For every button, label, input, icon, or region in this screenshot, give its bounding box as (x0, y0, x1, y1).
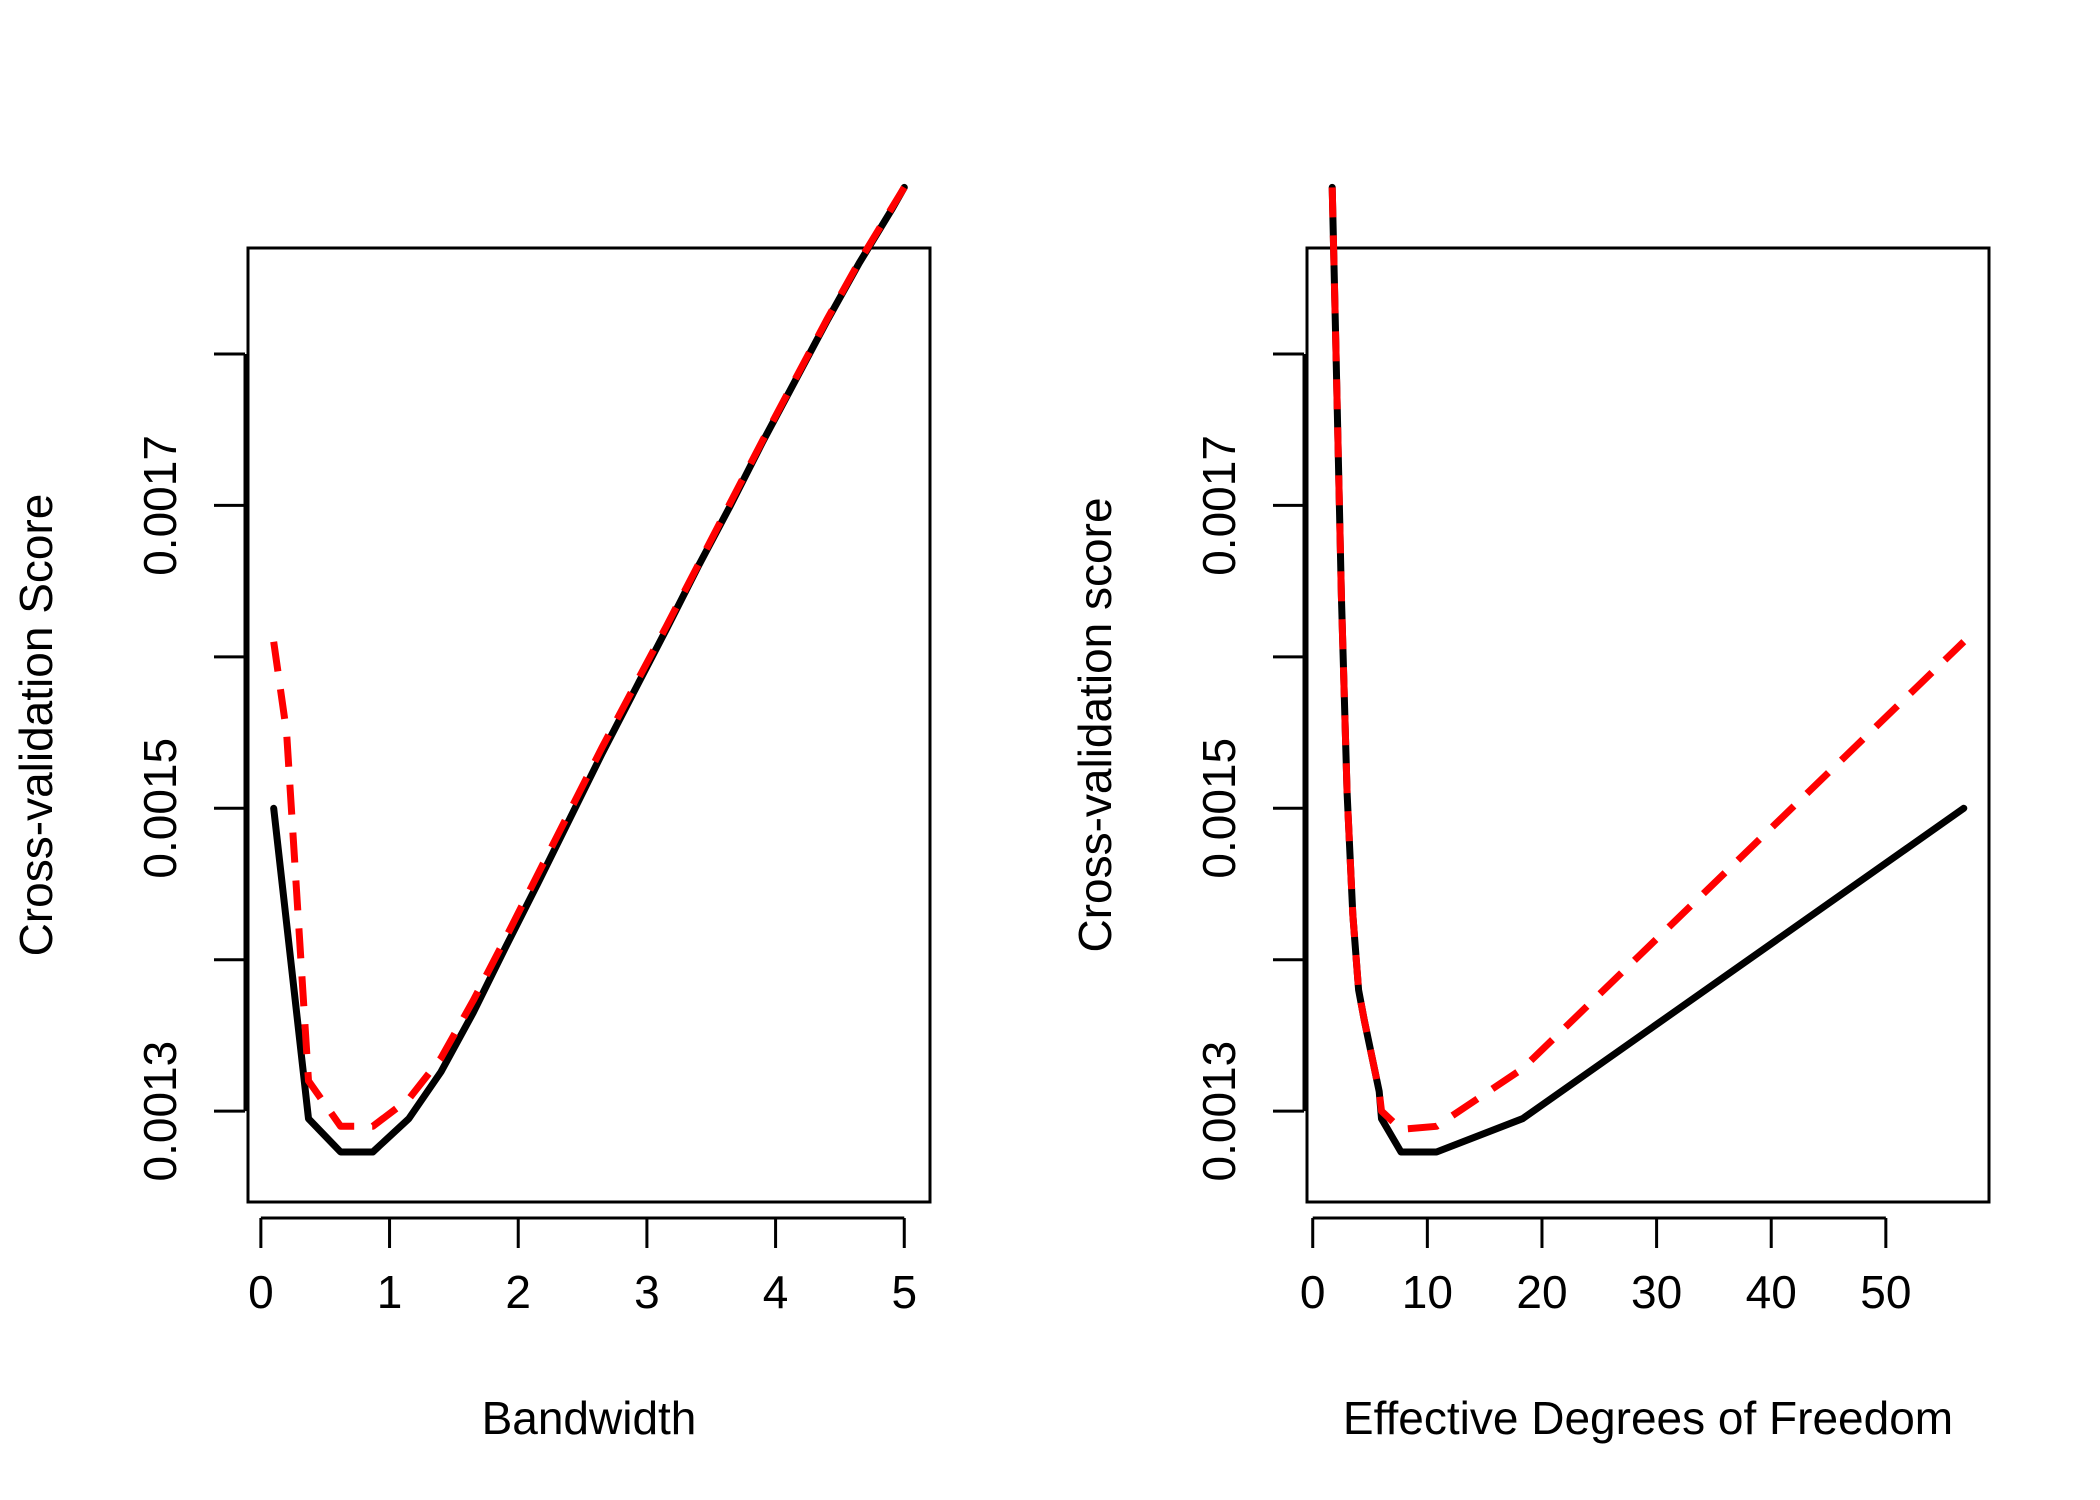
y-axis: 0.0013 0.0015 0.0017 (134, 352, 247, 1182)
series-layer (270, 183, 908, 1156)
x-axis: 0 1 2 3 4 5 (248, 1216, 917, 1318)
y-axis: 0.0013 0.0015 0.0017 (1193, 352, 1306, 1182)
y-axis-title: Cross-validation Score (10, 494, 62, 957)
x-tick-label: 4 (763, 1266, 789, 1318)
y-tick-label: 0.0013 (134, 1041, 186, 1182)
plot-frame (1305, 246, 1991, 1204)
x-axis-title: Bandwidth (482, 1392, 697, 1444)
y-tick-label: 0.0015 (1193, 738, 1245, 879)
x-tick-label: 5 (891, 1266, 917, 1318)
x-tick-label: 30 (1631, 1266, 1682, 1318)
x-tick-label: 0 (248, 1266, 274, 1318)
chart-panel-bandwidth: 0 1 2 3 4 5 0.0013 0.0015 0.0017 Bandwidth Cros… (10, 183, 932, 1444)
y-tick-label: 0.0013 (1193, 1041, 1245, 1182)
y-tick-label: 0.0017 (1193, 435, 1245, 576)
x-tick-label: 2 (505, 1266, 531, 1318)
series-line-dashed (270, 185, 908, 1130)
y-axis-title: Cross-validation score (1069, 497, 1121, 952)
chart-panel-degrees-of-freedom: 0 10 20 30 40 50 0.0013 0.0015 0.0017 Effective… (1069, 183, 1991, 1444)
x-tick-label: 0 (1300, 1266, 1326, 1318)
plot-frame (246, 246, 932, 1204)
y-tick-label: 0.0015 (134, 738, 186, 879)
x-axis: 0 10 20 30 40 50 (1300, 1216, 1911, 1318)
x-tick-label: 1 (377, 1266, 403, 1318)
x-tick-label: 40 (1746, 1266, 1797, 1318)
x-axis-title: Effective Degrees of Freedom (1343, 1392, 1953, 1444)
y-tick-label: 0.0017 (134, 435, 186, 576)
x-tick-label: 50 (1860, 1266, 1911, 1318)
x-tick-label: 3 (634, 1266, 660, 1318)
x-tick-label: 10 (1402, 1266, 1453, 1318)
x-tick-label: 20 (1516, 1266, 1567, 1318)
series-layer (1328, 183, 1968, 1156)
series-line-dashed (1328, 187, 1967, 1133)
